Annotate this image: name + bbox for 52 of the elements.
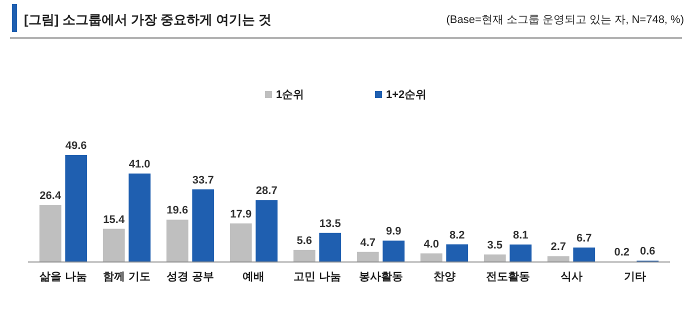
data-label: 4.0 <box>424 238 440 250</box>
data-label: 2.7 <box>550 241 566 254</box>
data-label: 6.7 <box>576 232 592 245</box>
data-label: 3.5 <box>487 239 503 252</box>
chart-subtitle: (Base=현재 소그룹 운영되고 있는 자, N=748, %) <box>446 14 684 26</box>
data-label: 8.1 <box>512 230 528 242</box>
bar <box>128 174 151 262</box>
bar <box>65 155 88 262</box>
bar <box>382 240 405 262</box>
data-label: 28.7 <box>256 185 278 198</box>
bar <box>356 252 379 262</box>
data-label: 0.2 <box>614 246 630 259</box>
x-tick-label: 식사 <box>560 271 582 283</box>
bar <box>547 256 570 262</box>
x-tick-label: 함께 기도 <box>103 271 150 283</box>
data-label: 33.7 <box>192 174 214 186</box>
data-label: 8.2 <box>449 229 465 242</box>
x-tick-label: 찬양 <box>433 271 456 283</box>
chart-title: [그림] 소그룹에서 가장 중요하게 여기는 것 <box>24 12 272 27</box>
x-tick-label: 전도활동 <box>486 271 530 283</box>
bar <box>256 200 278 262</box>
data-label: 26.4 <box>40 190 62 202</box>
x-tick-label: 기타 <box>624 271 646 283</box>
x-tick-label: 성경 공부 <box>166 271 214 283</box>
bar <box>230 223 252 262</box>
bar <box>192 189 214 262</box>
data-label: 15.4 <box>103 214 126 226</box>
bar <box>420 253 442 262</box>
x-tick-label: 예배 <box>242 271 265 283</box>
bar <box>510 244 532 262</box>
bar <box>39 205 62 262</box>
legend-label: 1+2순위 <box>386 89 427 101</box>
bar <box>573 248 596 262</box>
data-label: 19.6 <box>166 204 188 217</box>
bar <box>166 220 188 262</box>
bar <box>446 244 468 262</box>
data-label: 13.5 <box>319 218 341 230</box>
bar <box>293 250 316 262</box>
data-label: 5.6 <box>296 234 312 247</box>
data-label: 4.7 <box>360 236 376 249</box>
x-tick-label: 봉사활동 <box>358 271 403 283</box>
bar <box>102 228 125 262</box>
bar <box>484 254 506 262</box>
data-label: 49.6 <box>65 140 87 152</box>
data-label: 0.6 <box>640 246 656 258</box>
data-label: 17.9 <box>230 208 252 220</box>
data-label: 9.9 <box>386 226 402 238</box>
x-tick-label: 삶을 나눔 <box>38 271 87 283</box>
data-label: 41.0 <box>128 158 150 171</box>
x-tick-label: 고민 나눔 <box>294 271 341 283</box>
legend-label: 1순위 <box>276 89 304 101</box>
bar <box>319 232 342 262</box>
